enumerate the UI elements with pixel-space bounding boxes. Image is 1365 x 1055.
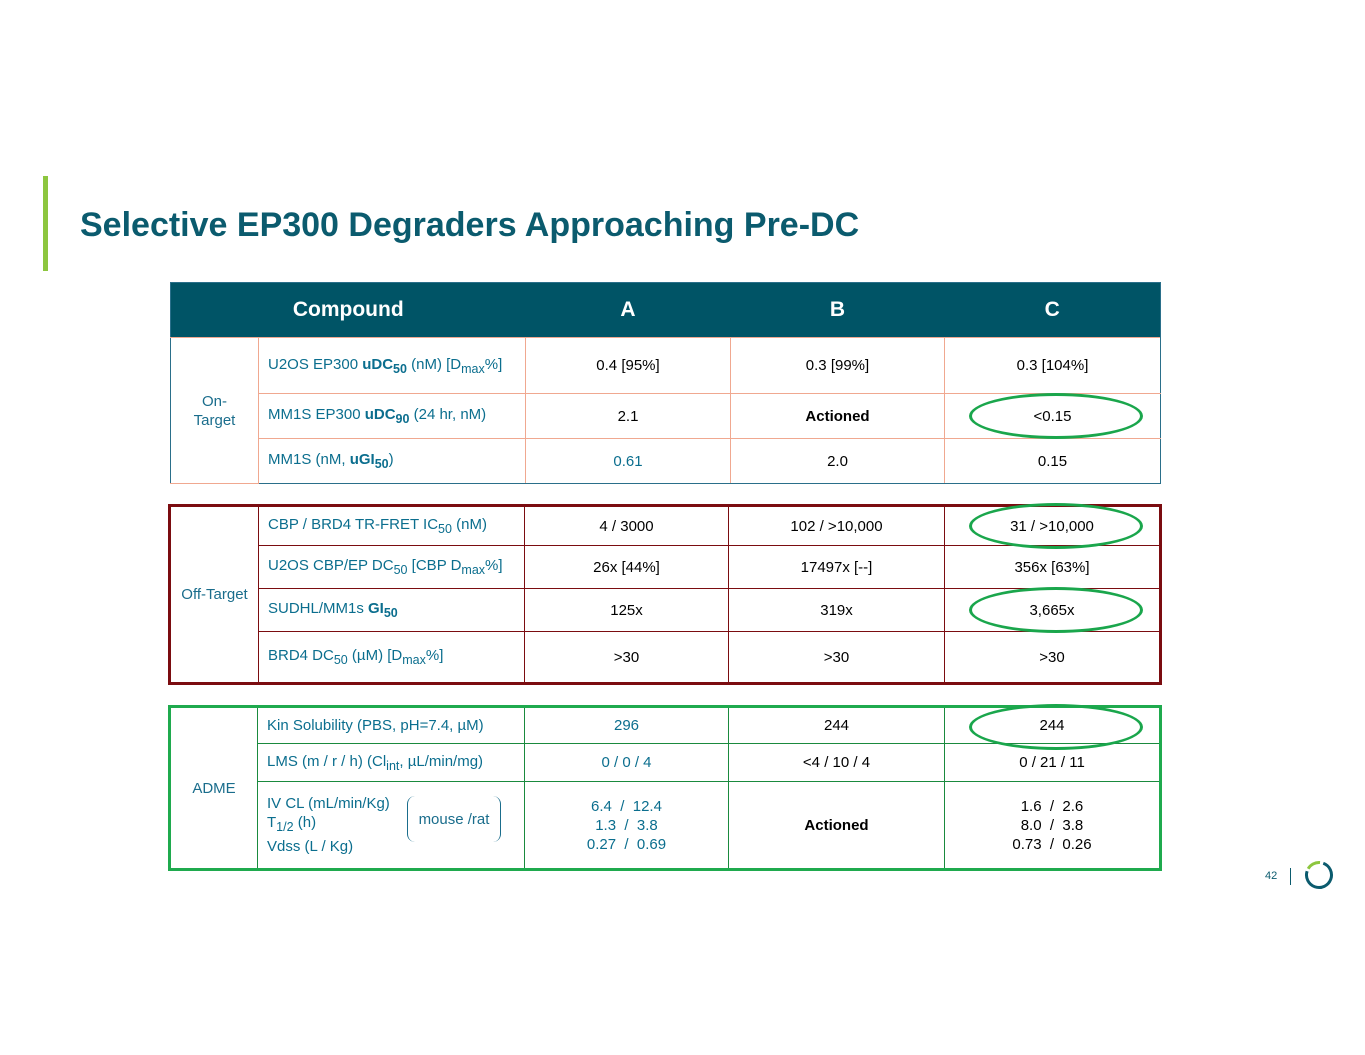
header-b: B [730,282,945,338]
pk-values-b: Actioned [728,781,945,870]
value-b: Actioned [730,393,945,439]
value-c: >30 [944,631,1161,684]
page-number: 42 [1265,870,1278,882]
param-label: SUDHL/MM1s GI50 [258,588,525,632]
value-b: 102 / >10,000 [728,505,945,546]
pk-values-c: 1.6 / 2.6 8.0 / 3.8 0.73 / 0.26 [944,781,1161,870]
value-b: 244 [728,706,945,744]
value-c: 0.3 [104%] [944,337,1161,394]
pk-values-a: 6.4 / 12.4 1.3 / 3.8 0.27 / 0.69 [524,781,729,870]
slide-title: Selective EP300 Degraders Approaching Pr… [80,206,860,244]
value-a: >30 [524,631,729,684]
species-bracket: mouse /rat [407,796,501,842]
value-c: 0.15 [944,438,1161,484]
table-row: On-Target U2OS EP300 uDC50 (nM) [Dmax%] … [170,337,1161,484]
param-label: BRD4 DC50 (µM) [Dmax%] [258,631,525,684]
value-a: 0 / 0 / 4 [524,743,729,782]
group-label-off-target: Off-Target [169,505,259,684]
value-c: 356x [63%] [944,545,1161,589]
header-compound: Compound [170,282,526,338]
pk-label-t-half: T1/2 (h) [267,814,317,834]
highlight-ellipse [969,704,1143,750]
header-a: A [525,282,731,338]
table-row: LMS (m / r / h) (Clint, µL/min/mg) 0 / 0… [170,743,1161,782]
param-label: U2OS EP300 uDC50 (nM) [Dmax%] [258,337,526,394]
table-row: MM1S (nM, uGI50) 0.61 2.0 0.15 [171,438,1161,484]
value-a: 2.1 [525,393,731,439]
value-b: 17497x [--] [728,545,945,589]
value-a: 296 [524,706,729,744]
param-label: Kin Solubility (PBS, pH=7.4, µM) [257,706,525,744]
group-label-adme: ADME [169,706,258,870]
value-a: 26x [44%] [524,545,729,589]
value-a: 0.4 [95%] [525,337,731,394]
param-label: MM1S EP300 uDC90 (24 hr, nM) [258,393,526,439]
param-label: U2OS CBP/EP DC50 [CBP Dmax%] [258,545,525,589]
page-separator [1290,868,1291,885]
on-target-table: Compound A B C On-Target U2OS EP300 uDC5… [170,282,1161,484]
param-label: CBP / BRD4 TR-FRET IC50 (nM) [258,505,525,546]
value-b: >30 [728,631,945,684]
company-logo-icon [1305,861,1333,889]
value-a: 4 / 3000 [524,505,729,546]
header-row: Compound A B C [170,282,1161,338]
param-label: LMS (m / r / h) (Clint, µL/min/mg) [257,743,525,782]
value-b: 0.3 [99%] [730,337,945,394]
value-a: 125x [524,588,729,632]
value-b: <4 / 10 / 4 [728,743,945,782]
title-accent-bar [43,176,48,271]
table-row: IV CL (mL/min/Kg) T1/2 (h) Vdss (L / Kg)… [170,781,1161,870]
group-label-on-target: On-Target [170,337,259,484]
value-b: 319x [728,588,945,632]
highlight-ellipse [969,503,1143,549]
pk-label-cl: IV CL (mL/min/Kg) [267,795,390,812]
table-row: BRD4 DC50 (µM) [Dmax%] >30 >30 >30 [170,631,1161,684]
highlight-ellipse [969,393,1143,439]
param-label: MM1S (nM, uGI50) [258,438,526,484]
pk-param-labels: IV CL (mL/min/Kg) T1/2 (h) Vdss (L / Kg)… [257,781,525,870]
value-b: 2.0 [730,438,945,484]
header-c: C [944,282,1161,338]
pk-label-vdss: Vdss (L / Kg) [267,838,354,855]
highlight-ellipse [969,587,1143,633]
table-row: U2OS CBP/EP DC50 [CBP Dmax%] 26x [44%] 1… [170,545,1161,589]
value-a: 0.61 [525,438,731,484]
